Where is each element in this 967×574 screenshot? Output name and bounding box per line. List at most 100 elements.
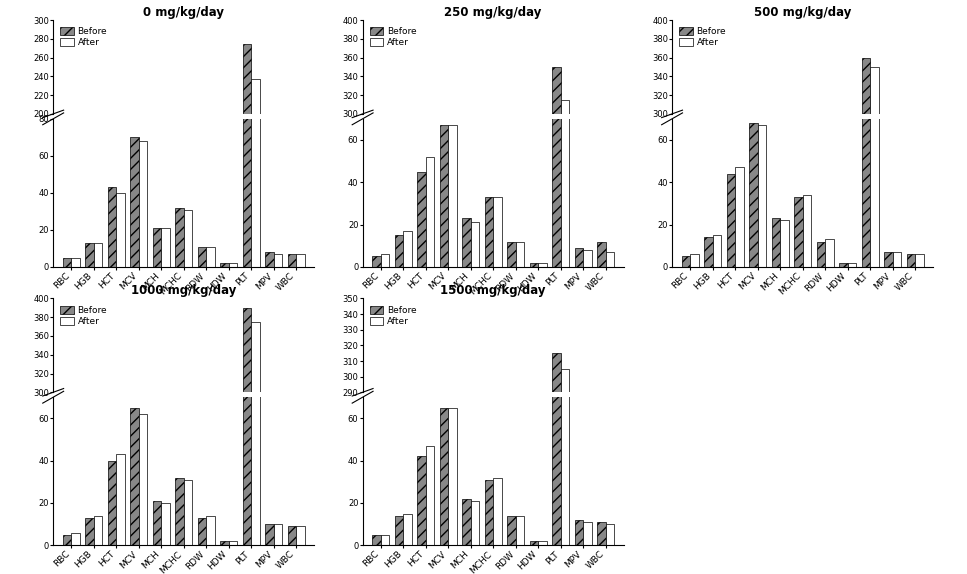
Legend: Before, After: Before, After: [58, 25, 110, 50]
Bar: [220, 300, 229, 301]
Bar: [94, 243, 103, 267]
Bar: [552, 353, 561, 574]
Bar: [825, 239, 834, 267]
Bar: [131, 408, 138, 545]
Bar: [116, 193, 125, 267]
Bar: [440, 125, 448, 267]
Bar: [153, 282, 161, 301]
Bar: [704, 382, 713, 395]
Bar: [816, 242, 825, 267]
Bar: [735, 351, 744, 395]
Bar: [251, 0, 260, 267]
Bar: [682, 390, 690, 395]
Bar: [757, 332, 766, 395]
Bar: [251, 322, 260, 574]
Bar: [690, 254, 698, 267]
Bar: [448, 408, 456, 545]
Bar: [893, 389, 901, 395]
Legend: Before, After: Before, After: [677, 25, 729, 50]
Bar: [288, 295, 296, 301]
Bar: [493, 478, 502, 545]
Bar: [884, 252, 893, 267]
Bar: [907, 254, 915, 267]
Bar: [507, 515, 515, 545]
Bar: [184, 273, 192, 301]
Bar: [296, 295, 305, 301]
Bar: [780, 220, 789, 267]
Bar: [175, 478, 184, 545]
Bar: [561, 100, 570, 395]
Bar: [138, 414, 147, 545]
Bar: [574, 520, 583, 545]
Bar: [772, 374, 780, 395]
Bar: [372, 390, 381, 395]
Bar: [803, 363, 811, 395]
Bar: [243, 44, 251, 301]
Bar: [197, 291, 206, 301]
Bar: [605, 389, 614, 395]
Bar: [63, 535, 72, 545]
Bar: [862, 0, 870, 267]
Bar: [780, 375, 789, 395]
Bar: [583, 522, 592, 545]
Bar: [94, 289, 103, 301]
Bar: [794, 197, 803, 267]
Bar: [138, 141, 147, 267]
Bar: [907, 390, 915, 395]
Bar: [265, 294, 274, 301]
Bar: [206, 515, 215, 545]
Bar: [243, 0, 251, 267]
Bar: [72, 258, 79, 267]
Bar: [794, 364, 803, 395]
Bar: [107, 187, 116, 267]
Title: 0 mg/kg/day: 0 mg/kg/day: [143, 6, 224, 19]
Bar: [839, 263, 848, 267]
Bar: [197, 518, 206, 545]
Bar: [116, 455, 125, 545]
Bar: [839, 393, 848, 395]
Bar: [440, 408, 448, 545]
Bar: [552, 0, 561, 267]
Bar: [448, 125, 456, 267]
Bar: [153, 228, 161, 267]
Bar: [184, 480, 192, 545]
Bar: [598, 242, 605, 267]
Bar: [175, 208, 184, 267]
Bar: [726, 354, 735, 395]
Bar: [471, 501, 480, 545]
Bar: [713, 235, 721, 267]
Bar: [735, 168, 744, 267]
Title: 1500 mg/kg/day: 1500 mg/kg/day: [440, 284, 546, 297]
Bar: [605, 524, 614, 545]
Bar: [288, 526, 296, 545]
Bar: [131, 137, 138, 267]
Bar: [425, 157, 434, 267]
Bar: [274, 254, 282, 267]
Bar: [381, 390, 389, 395]
Bar: [493, 197, 502, 267]
Bar: [395, 235, 403, 267]
Bar: [884, 389, 893, 395]
Bar: [539, 541, 546, 545]
Bar: [448, 332, 456, 395]
Bar: [515, 384, 524, 395]
Legend: Before, After: Before, After: [367, 25, 420, 50]
Bar: [552, 0, 561, 545]
Bar: [153, 501, 161, 545]
Bar: [63, 297, 72, 301]
Bar: [574, 387, 583, 395]
Bar: [161, 228, 170, 267]
Bar: [605, 252, 614, 267]
Bar: [131, 236, 138, 301]
Bar: [561, 0, 570, 545]
Bar: [206, 291, 215, 301]
Bar: [403, 379, 412, 395]
Bar: [704, 237, 713, 267]
Bar: [515, 242, 524, 267]
Bar: [116, 264, 125, 301]
Bar: [197, 247, 206, 267]
Bar: [63, 258, 72, 267]
Bar: [425, 347, 434, 395]
Title: 500 mg/kg/day: 500 mg/kg/day: [754, 6, 851, 19]
Bar: [417, 353, 425, 395]
